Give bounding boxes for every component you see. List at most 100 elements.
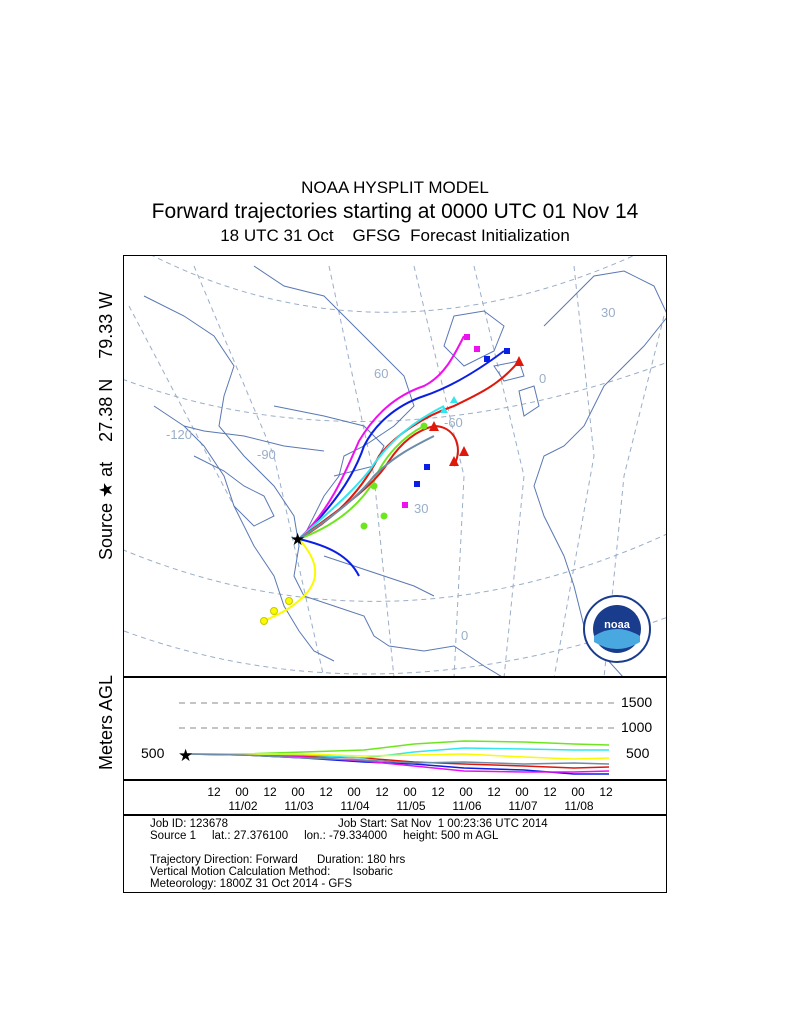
marker-square: [474, 346, 480, 352]
time-tick: 12: [487, 785, 501, 799]
time-tick: 00: [291, 785, 305, 799]
logo-wave: [594, 629, 640, 649]
time-tick: 12: [319, 785, 333, 799]
graticule-lat-line: [152, 256, 634, 313]
marker-triangle: [429, 421, 439, 431]
vertical-motion-method: Vertical Motion Calculation Method: Isob…: [150, 866, 393, 878]
marker-triangle: [459, 446, 469, 456]
trajectory-line-blue-south: [298, 538, 360, 577]
lon-label: 30: [601, 305, 615, 320]
time-tick: 12: [263, 785, 277, 799]
british-isles-coast: [518, 385, 540, 417]
marker-square: [402, 502, 408, 508]
source-details: Source 1 lat.: 27.376100 lon.: -79.33400…: [150, 830, 499, 842]
lon-label: -60: [444, 415, 463, 430]
height-trace-cyan: [186, 747, 609, 759]
marker-triangle: [449, 456, 459, 466]
trajectory-markers: [260, 334, 524, 625]
job-info-panel: Job ID: 123678 Job Start: Sat Nov 1 00:2…: [123, 815, 667, 893]
marker-circle: [370, 482, 378, 490]
height-trace-red: [186, 753, 610, 769]
height-label-1500: 1500: [621, 694, 653, 710]
marker-triangle: [450, 396, 458, 403]
model-title: NOAA HYSPLIT MODEL: [301, 178, 489, 197]
date-label: 11/07: [508, 799, 538, 813]
meteorology: Meteorology: 1800Z 31 Oct 2014 - GFS: [150, 878, 352, 890]
graticule: [124, 256, 666, 676]
state-borders: [193, 455, 275, 527]
time-tick: 12: [543, 785, 557, 799]
source-star-icon: ★: [290, 530, 305, 549]
source-location-label: Source ★ at 27.38 N 79.33 W: [96, 291, 116, 560]
logo-text: noaa: [604, 619, 631, 631]
source-height-label: 500: [141, 745, 165, 761]
time-tick: 12: [207, 785, 221, 799]
graticule-lon-line: [128, 305, 235, 507]
marker-circle: [260, 617, 268, 625]
height-profile-panel: ★ 1500 1000 500 500: [123, 677, 667, 780]
north-america-coast: [143, 295, 502, 676]
time-axis-panel: 12 00 12 00 12 00 12 00 12 00 12 00 12 0…: [123, 780, 667, 815]
time-tick: 12: [599, 785, 613, 799]
date-label: 11/02: [228, 799, 258, 813]
date-label: 11/04: [340, 799, 370, 813]
trajectory-line-blue: [298, 350, 505, 540]
marker-circle: [420, 422, 428, 430]
marker-circle: [360, 522, 368, 530]
marker-triangle: [514, 356, 524, 366]
marker-square: [464, 334, 470, 340]
height-traces: [185, 740, 610, 775]
source-star-icon: ★: [178, 746, 193, 765]
date-label: 11/03: [284, 799, 314, 813]
date-label: 11/08: [564, 799, 594, 813]
height-canvas: ★: [178, 702, 614, 775]
lon-label: 0: [539, 371, 546, 386]
graticule-lon-line: [553, 265, 595, 676]
marker-square: [484, 356, 490, 362]
marker-circle: [380, 512, 388, 520]
graticule-lon-line: [473, 265, 525, 676]
time-tick: 00: [571, 785, 585, 799]
graticule-lat-line: [124, 362, 666, 422]
lat-label: 0: [461, 628, 468, 643]
date-label: 11/05: [396, 799, 426, 813]
marker-square: [414, 481, 420, 487]
initialization-subtitle: 18 UTC 31 Oct GFSG Forecast Initializati…: [220, 226, 570, 245]
caribbean-islands: [323, 555, 435, 597]
graticule-lon-line: [413, 265, 465, 676]
lon-label: -90: [257, 447, 276, 462]
time-tick: 00: [515, 785, 529, 799]
time-tick: 12: [431, 785, 445, 799]
us-canada-border: [183, 425, 325, 452]
height-label-1000: 1000: [621, 719, 653, 735]
height-trace-green: [186, 740, 610, 755]
height-trace-gray: [185, 753, 610, 765]
map-canvas: -120 -90 -60 0 30 60 30 0: [124, 256, 666, 676]
lon-label: -120: [166, 427, 192, 442]
trajectory-direction: Trajectory Direction: Forward Duration: …: [150, 854, 406, 866]
marker-circle: [270, 607, 278, 615]
europe-africa-coast: [533, 270, 666, 676]
time-tick: 12: [375, 785, 389, 799]
lat-label: 60: [374, 366, 388, 381]
marker-square: [424, 464, 430, 470]
iceland-coast: [493, 360, 525, 382]
trajectory-map[interactable]: -120 -90 -60 0 30 60 30 0: [123, 255, 667, 677]
trajectory-lines: [263, 335, 520, 622]
height-axis-label: Meters AGL: [96, 674, 116, 770]
trajectory-line-cyan: [298, 405, 445, 540]
pacific-coast: [153, 405, 335, 662]
lat-label: 30: [414, 501, 428, 516]
job-start: Job Start: Sat Nov 1 00:23:36 UTC 2014: [338, 818, 548, 830]
height-gridlines: [179, 702, 614, 729]
date-label: 11/06: [452, 799, 482, 813]
graticule-lat-line: [124, 533, 666, 602]
coastlines: [143, 265, 666, 676]
trajectory-line-gray: [298, 435, 435, 540]
time-tick: 00: [347, 785, 361, 799]
height-label-500: 500: [626, 745, 650, 761]
noaa-logo: noaa: [583, 595, 651, 663]
trajectory-title: Forward trajectories starting at 0000 UT…: [151, 200, 639, 223]
hudson-bay-coast: [253, 265, 415, 537]
marker-square: [504, 348, 510, 354]
